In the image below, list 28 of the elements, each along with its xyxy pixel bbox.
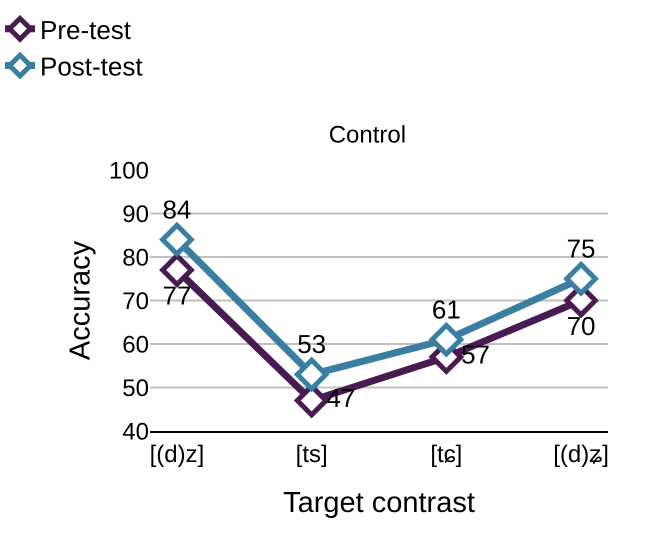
y-tick-label: 50 <box>122 374 149 402</box>
legend-label: Pre-test <box>40 14 132 45</box>
x-tick-label: [(d)ʑ] <box>553 440 609 468</box>
legend-label: Post-test <box>40 52 144 82</box>
y-tick-label: 100 <box>108 157 149 184</box>
data-label: 61 <box>432 294 461 324</box>
data-label: 53 <box>297 329 326 360</box>
data-label: 70 <box>566 310 596 341</box>
point <box>430 322 464 356</box>
x-axis-title: Target contrast <box>283 487 475 520</box>
y-axis-title: Accuracy <box>64 240 96 360</box>
x-tick-label: [(d)z] <box>150 440 204 468</box>
point <box>294 358 328 392</box>
y-tick-label: 40 <box>122 418 149 446</box>
y-tick-label: 90 <box>122 200 149 228</box>
x-tick-label: [tɕ] <box>430 440 462 468</box>
x-tick-label: [ts] <box>296 440 328 468</box>
y-tick-label: 80 <box>122 244 149 272</box>
data-label: 75 <box>566 234 596 264</box>
data-label: 84 <box>162 194 192 224</box>
y-tick-label: 70 <box>122 288 149 315</box>
chart-title: Control <box>328 121 406 148</box>
data-label: 77 <box>162 280 192 310</box>
data-label: 57 <box>461 340 490 370</box>
point <box>160 222 194 256</box>
point <box>160 253 194 287</box>
point <box>564 262 598 296</box>
y-tick-label: 60 <box>122 331 149 358</box>
